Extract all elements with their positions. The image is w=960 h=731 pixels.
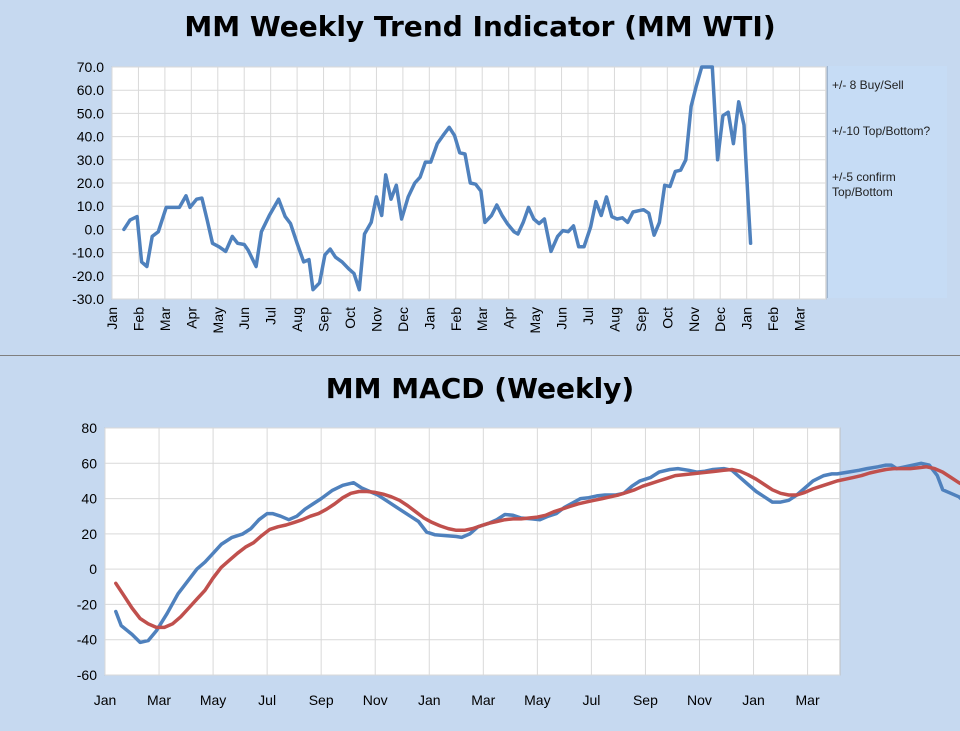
chart-0-x-tick-label: Aug	[606, 307, 622, 332]
chart-0-x-tick-label: Mar	[157, 307, 173, 331]
chart-0-x-tick-label: Dec	[712, 307, 728, 332]
chart-0-y-tick-label: 40.0	[77, 129, 104, 145]
chart-1-series-0-line	[114, 461, 960, 645]
legend-buy-sell: +/- 8 Buy/Sell	[832, 78, 904, 92]
chart-0-x-tick-label: Feb	[130, 307, 146, 331]
chart-1-x-tick-label: Sep	[633, 692, 658, 708]
chart-1-y-tick-label: 40	[81, 491, 97, 507]
chart-0-x-tick-label: Jan	[739, 307, 755, 330]
chart-1-x-tick-label: Mar	[147, 692, 171, 708]
chart-1-x-tick-label: Mar	[471, 692, 495, 708]
legend-confirm: +/-5 confirm Top/Bottom	[832, 170, 896, 199]
chart-0-x-tick-label: Nov	[686, 307, 702, 332]
chart-0-x-tick-label: Feb	[765, 307, 781, 331]
chart-0-y-tick-label: 60.0	[77, 82, 104, 98]
chart-1-y-tick-label: 0	[89, 561, 97, 577]
chart-1-y-tick-label: 60	[81, 455, 97, 471]
chart-0-y-tick-label: 0.0	[85, 221, 105, 237]
chart-0-x-tick-label: Dec	[395, 307, 411, 332]
chart-0-x-tick-label: Oct	[659, 307, 675, 329]
chart-0-y-tick-label: -10.0	[72, 245, 104, 261]
chart-1-y-tick-label: 20	[81, 526, 97, 542]
chart-0-x-tick-label: Jul	[263, 307, 279, 325]
chart-1-x-tick-label: Jan	[742, 692, 765, 708]
chart-divider	[0, 355, 960, 356]
chart-0-x-tick-label: May	[210, 307, 226, 333]
chart-1-x-tick-label: Mar	[796, 692, 820, 708]
chart-0-series-0-line	[122, 65, 753, 292]
chart-0-x-tick-label: Jan	[104, 307, 120, 330]
chart-1-x-tick-label: Jan	[94, 692, 117, 708]
chart-0-x-tick-label: Jan	[421, 307, 437, 330]
chart-0-x-tick-label: Apr	[501, 307, 517, 329]
chart-0-x-tick-label: Jul	[580, 307, 596, 325]
chart-0-x-tick-label: Nov	[368, 307, 384, 332]
chart-0-y-tick-label: 30.0	[77, 152, 104, 168]
chart-0-y-tick-label: 50.0	[77, 105, 104, 121]
chart-0-x-tick-label: Jun	[554, 307, 570, 330]
chart-1-x-tick-label: Nov	[687, 692, 712, 708]
chart-0-x-tick-label: Mar	[474, 307, 490, 331]
legend-top-bottom: +/-10 Top/Bottom?	[832, 124, 931, 138]
chart-1-x-tick-label: Jul	[258, 692, 276, 708]
chart-1-x-tick-label: Jan	[418, 692, 441, 708]
wti-chart-title: MM Weekly Trend Indicator (MM WTI)	[184, 10, 776, 43]
chart-0-x-tick-label: Aug	[289, 307, 305, 332]
chart-0-y-tick-label: 10.0	[77, 198, 104, 214]
chart-1-y-tick-label: -20	[77, 596, 97, 612]
chart-0-x-tick-label: Sep	[316, 307, 332, 332]
chart-1-x-tick-label: Nov	[363, 692, 388, 708]
chart-0-x-tick-label: Mar	[792, 307, 808, 331]
chart-0-y-tick-label: -20.0	[72, 268, 104, 284]
chart-1-series-1-line	[114, 465, 960, 630]
chart-1-y-tick-label: -60	[77, 667, 97, 683]
chart-1-x-tick-label: Sep	[309, 692, 334, 708]
chart-1-y-tick-label: -40	[77, 632, 97, 648]
macd-chart-title: MM MACD (Weekly)	[325, 372, 635, 405]
chart-0-y-tick-label: 70.0	[77, 59, 104, 75]
indicator-legend: +/- 8 Buy/Sell +/-10 Top/Bottom? +/-5 co…	[827, 66, 947, 298]
chart-0-x-tick-label: Apr	[183, 307, 199, 329]
chart-0-x-tick-label: Oct	[342, 307, 358, 329]
chart-1-x-tick-label: May	[524, 692, 550, 708]
chart-1-x-tick-label: Jul	[582, 692, 600, 708]
chart-1-y-tick-label: 80	[81, 420, 97, 436]
chart-0-x-tick-label: May	[527, 307, 543, 333]
chart-0-x-tick-label: Feb	[448, 307, 464, 331]
chart-1-x-tick-label: May	[200, 692, 226, 708]
chart-0-y-tick-label: 20.0	[77, 175, 104, 191]
chart-0-y-tick-label: -30.0	[72, 291, 104, 307]
chart-0-x-tick-label: Sep	[633, 307, 649, 332]
chart-0-x-tick-label: Jun	[236, 307, 252, 330]
